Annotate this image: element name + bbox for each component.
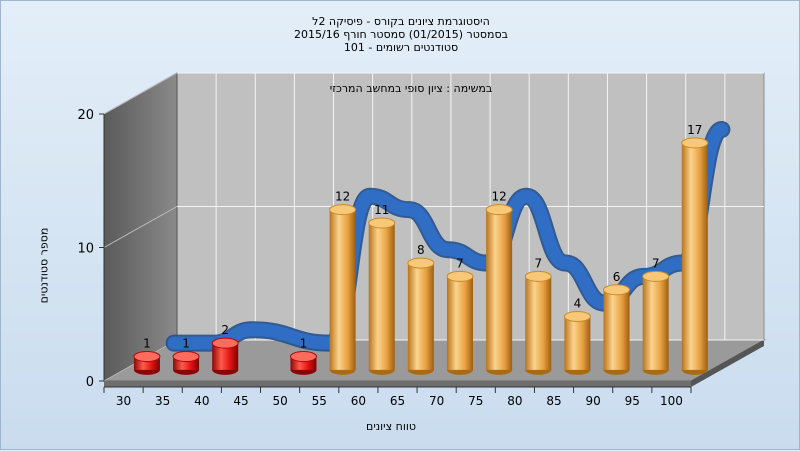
bar-top — [172, 351, 200, 363]
bar-top — [211, 337, 239, 349]
bar-top — [563, 310, 591, 322]
bar-value-label: 6 — [613, 270, 621, 284]
bar — [525, 276, 552, 370]
bar-value-label: 12 — [491, 190, 506, 204]
chart-title-line3: סטודנטים רשומים - 101 — [343, 41, 459, 54]
bar-value-label: 7 — [534, 256, 542, 270]
x-tick-label: 55 — [312, 394, 327, 408]
bar — [603, 289, 630, 370]
bar-top — [407, 257, 435, 269]
chart-floor-side — [691, 340, 764, 387]
y-tick-label: 10 — [77, 242, 94, 257]
bar-value-label: 1 — [300, 337, 308, 351]
bar-value-label: 4 — [574, 296, 582, 310]
bar-top — [485, 204, 513, 216]
bar-value-label: 1 — [143, 337, 151, 351]
bar — [486, 209, 513, 370]
bar — [329, 209, 356, 370]
bar-top — [289, 351, 317, 363]
y-axis-label: מספר סטודנטים — [37, 227, 51, 304]
bar — [642, 276, 669, 370]
bar-value-label: 8 — [417, 243, 425, 257]
chart-title-line1: היסטוגרמת ציונים בקורס - פיסיקה 2ל — [312, 15, 490, 28]
bar-value-label: 11 — [374, 203, 389, 217]
bar — [564, 316, 591, 370]
x-tick-label: 60 — [351, 394, 366, 408]
bar — [368, 223, 395, 370]
x-tick-label: 100 — [660, 394, 683, 408]
chart-subtitle: במשימה : ציון סופי במחשב המרכזי — [329, 82, 493, 95]
x-tick-label: 65 — [390, 394, 405, 408]
bar — [407, 263, 434, 370]
gridline-side — [103, 72, 178, 115]
x-tick-label: 80 — [507, 394, 522, 408]
chart-title-line2: בסמסטר (01/2015) סמסטר חורף 2015/16 — [294, 28, 508, 41]
x-tick-label: 95 — [625, 394, 640, 408]
bar-value-label: 7 — [652, 256, 660, 270]
x-tick-label: 35 — [155, 394, 170, 408]
bar-top — [368, 217, 396, 229]
x-tick-label: 70 — [429, 394, 444, 408]
bar-top — [603, 284, 631, 296]
x-tick-label: 90 — [586, 394, 601, 408]
y-tick-label: 0 — [86, 375, 94, 390]
x-tick-label: 40 — [194, 394, 209, 408]
x-tick-label: 50 — [272, 394, 287, 408]
bar-value-label: 1 — [182, 337, 190, 351]
bar-value-label: 17 — [687, 123, 702, 137]
x-tick-label: 30 — [116, 394, 131, 408]
bar-value-label: 2 — [221, 323, 229, 337]
x-tick-label: 85 — [546, 394, 561, 408]
bar — [681, 142, 708, 370]
x-tick-label: 75 — [468, 394, 483, 408]
x-axis-label: טווח ציונים — [366, 420, 416, 433]
bar — [446, 276, 473, 370]
chart-floor-edge — [104, 381, 691, 387]
x-tick-label: 45 — [233, 394, 248, 408]
bar-top — [133, 351, 161, 363]
y-tick-label: 20 — [77, 108, 94, 123]
bar-value-label: 7 — [456, 256, 464, 270]
bar-top — [446, 270, 474, 282]
bar-value-label: 12 — [335, 190, 350, 204]
gridline-side — [103, 206, 178, 248]
bar-top — [642, 270, 670, 282]
bar-top — [329, 204, 357, 216]
bar-top — [524, 270, 552, 282]
bar-top — [681, 137, 709, 149]
